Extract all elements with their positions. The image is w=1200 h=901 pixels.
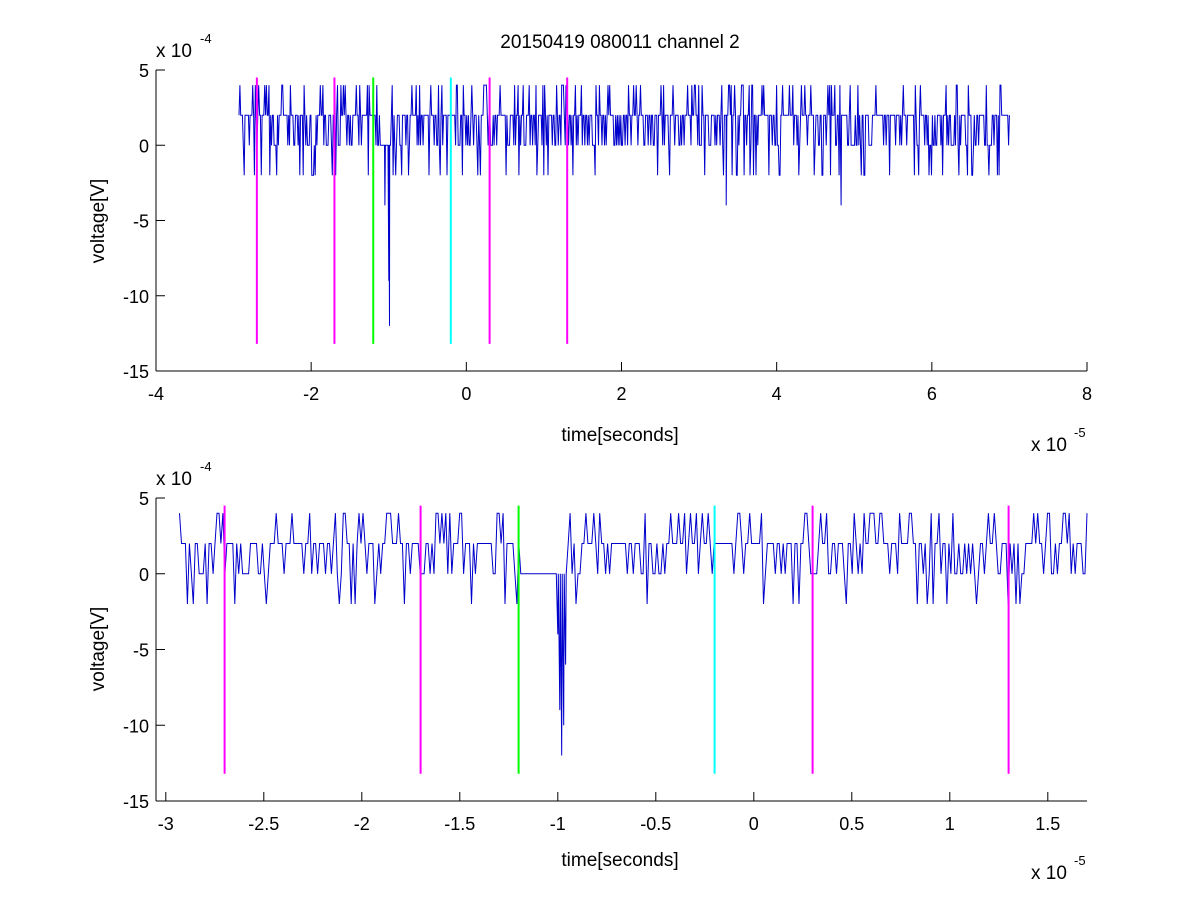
x-tick-label: 8 xyxy=(1082,384,1092,404)
y-tick-label: 0 xyxy=(139,565,149,585)
bottom-y-exponent: x 10 -4 xyxy=(156,459,212,490)
top-event-markers xyxy=(255,77,569,344)
x-tick-label: 0.5 xyxy=(839,814,864,834)
top-tick-labels: -4 -2 0 2 4 6 8 -15 -10 -5 0 5 xyxy=(123,61,1092,404)
bottom-subplot: -3 -2.5 -2 -1.5 -1 -0.5 0 0.5 1 1.5 -15 -10 -5 0 5 tim… xyxy=(88,459,1088,884)
y-tick-label: 0 xyxy=(139,136,149,156)
x-tick-label: 1 xyxy=(945,814,955,834)
bottom-x-exponent-base: x 10 xyxy=(1031,863,1067,884)
top-y-axis-label: voltage[V] xyxy=(88,179,109,264)
x-tick-label: 1.5 xyxy=(1035,814,1060,834)
top-y-exponent-base: x 10 xyxy=(156,41,192,62)
top-y-exponent-power: -4 xyxy=(200,31,212,46)
top-subplot: 20150419 080011 channel 2 -4 -2 0 2 4 6 8 -15 -1… xyxy=(88,31,1092,456)
y-tick-label: -10 xyxy=(123,287,149,307)
bottom-signal-trace xyxy=(179,512,1088,756)
y-tick-label: -15 xyxy=(123,792,149,812)
x-tick-label: 6 xyxy=(927,384,937,404)
y-tick-label: -10 xyxy=(123,716,149,736)
bottom-event-markers xyxy=(223,505,1010,774)
x-tick-label: 0 xyxy=(749,814,759,834)
top-x-exponent-power: -5 xyxy=(1074,425,1086,440)
signal-line xyxy=(238,84,1010,326)
bottom-y-axis-label: voltage[V] xyxy=(88,607,109,692)
signal-line xyxy=(179,512,1088,756)
x-tick-label: -3 xyxy=(158,814,174,834)
top-x-axis-label: time[seconds] xyxy=(561,425,678,446)
bottom-axes xyxy=(155,497,1087,802)
x-tick-label: 0 xyxy=(461,384,471,404)
y-tick-label: -15 xyxy=(123,362,149,382)
x-tick-label: -1.5 xyxy=(444,814,475,834)
x-tick-label: 2 xyxy=(616,384,626,404)
bottom-tick-labels: -3 -2.5 -2 -1.5 -1 -0.5 0 0.5 1 1.5 -15 -10 -5 0 5 xyxy=(123,489,1060,834)
x-tick-label: -1 xyxy=(550,814,566,834)
y-tick-label: 5 xyxy=(139,61,149,81)
bottom-x-exponent: x 10 -5 xyxy=(1031,853,1086,884)
y-tick-label: -5 xyxy=(133,641,149,661)
top-axes xyxy=(155,69,1088,372)
x-tick-label: -2.5 xyxy=(248,814,279,834)
bottom-y-exponent-base: x 10 xyxy=(156,469,192,490)
bottom-x-axis-label: time[seconds] xyxy=(561,850,678,871)
top-y-exponent: x 10 -4 xyxy=(156,31,212,62)
top-x-exponent: x 10 -5 xyxy=(1031,425,1086,456)
y-tick-label: 5 xyxy=(139,489,149,509)
x-tick-label: -2 xyxy=(354,814,370,834)
x-tick-label: -0.5 xyxy=(640,814,671,834)
x-tick-label: -2 xyxy=(303,384,319,404)
bottom-x-exponent-power: -5 xyxy=(1074,853,1086,868)
y-tick-label: -5 xyxy=(133,212,149,232)
top-x-exponent-base: x 10 xyxy=(1031,435,1067,456)
chart-title: 20150419 080011 channel 2 xyxy=(500,32,740,53)
x-tick-label: 4 xyxy=(772,384,782,404)
bottom-y-exponent-power: -4 xyxy=(200,459,212,474)
x-tick-label: -4 xyxy=(148,384,164,404)
top-signal-trace xyxy=(238,84,1010,326)
